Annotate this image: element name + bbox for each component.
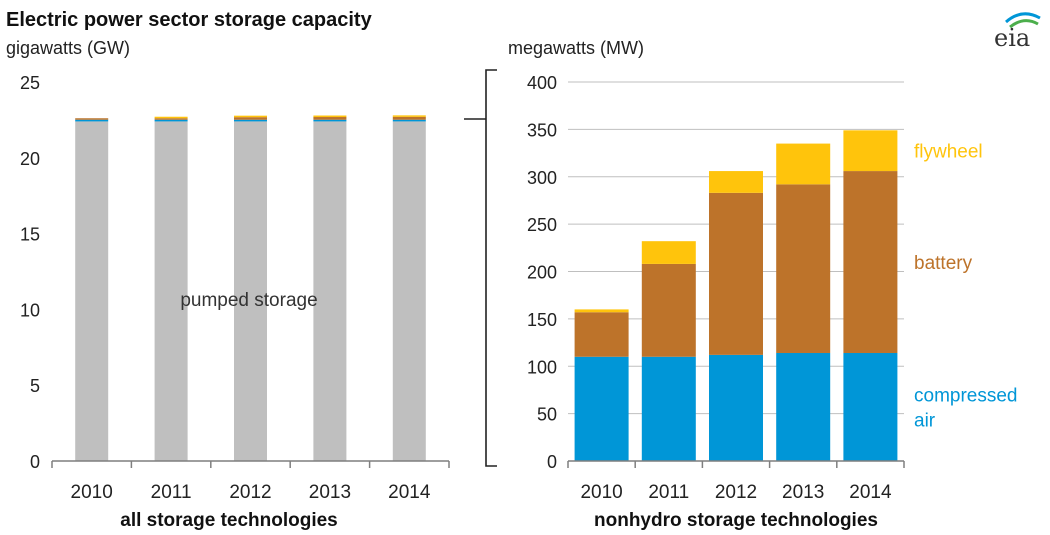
y-tick-label: 25 <box>20 73 40 93</box>
series-label-flywheel: flywheel <box>914 142 983 163</box>
y-tick-label: 300 <box>527 168 557 188</box>
category-label-2014: 2014 <box>849 482 892 503</box>
right-y-unit: megawatts (MW) <box>508 38 644 58</box>
eia-logo-swoosh-green <box>1009 19 1039 29</box>
y-tick-label: 50 <box>537 405 557 425</box>
right-category-labels: 2010 2011 2012 2013 2014 <box>580 482 892 503</box>
pumped-storage-label: pumped storage <box>180 290 317 311</box>
bar-compressed-air-2010 <box>75 119 109 122</box>
bar-battery-2010 <box>574 312 629 357</box>
category-label-2012: 2012 <box>229 482 271 503</box>
bar-compressed-air-2012 <box>234 119 267 122</box>
category-label-2012: 2012 <box>715 482 757 503</box>
left-subtitle: all storage technologies <box>120 510 338 531</box>
right-subtitle: nonhydro storage technologies <box>594 510 878 531</box>
zoom-bracket <box>464 69 497 467</box>
y-tick-label: 0 <box>547 452 557 472</box>
y-tick-label: 0 <box>30 452 40 472</box>
y-tick-label: 15 <box>20 225 40 245</box>
left-bars <box>75 115 426 461</box>
bar-pumped-storage-2010 <box>75 121 109 461</box>
category-label-2010: 2010 <box>580 482 622 503</box>
eia-logo: eia <box>994 12 1041 52</box>
y-tick-label: 5 <box>30 376 40 396</box>
right-bars <box>574 130 898 461</box>
left-x-ticks <box>51 461 450 468</box>
bar-battery-2010 <box>75 118 109 120</box>
bar-pumped-storage-2013 <box>313 121 347 461</box>
right-panel-nonhydro: megawatts (MW) 050100150200250300350400 … <box>508 38 1018 531</box>
bar-battery-2013 <box>776 184 831 353</box>
y-tick-label: 250 <box>527 215 557 235</box>
bar-flywheel-2014 <box>392 115 426 117</box>
eia-logo-swoosh-blue <box>1005 12 1041 24</box>
y-tick-label: 100 <box>527 357 557 377</box>
series-label-compressed-air: air <box>914 410 936 431</box>
left-y-unit: gigawatts (GW) <box>6 38 130 58</box>
series-label-battery: battery <box>914 253 973 274</box>
bar-battery-2011 <box>641 263 696 357</box>
bar-flywheel-2014 <box>843 130 898 172</box>
left-y-ticks: 0 5 10 15 20 25 <box>20 73 40 472</box>
bar-flywheel-2013 <box>776 143 831 185</box>
right-series-labels: compressed air battery flywheel <box>914 142 1018 432</box>
bar-compressed-air-2013 <box>776 352 831 461</box>
bar-compressed-air-2014 <box>843 352 898 461</box>
bar-flywheel-2013 <box>313 115 347 118</box>
bar-pumped-storage-2014 <box>392 121 426 461</box>
bar-battery-2012 <box>234 117 267 120</box>
chart-title: Electric power sector storage capacity <box>6 9 373 31</box>
y-tick-label: 20 <box>20 149 40 169</box>
y-tick-label: 350 <box>527 120 557 140</box>
category-label-2014: 2014 <box>388 482 431 503</box>
bar-compressed-air-2011 <box>154 119 188 122</box>
bar-pumped-storage-2012 <box>234 121 267 461</box>
bar-pumped-storage-2011 <box>154 121 188 461</box>
bar-compressed-air-2012 <box>709 354 763 461</box>
y-tick-label: 10 <box>20 300 40 320</box>
y-tick-label: 150 <box>527 310 557 330</box>
series-label-compressed-air: compressed <box>914 385 1018 406</box>
category-label-2011: 2011 <box>151 482 192 503</box>
bar-compressed-air-2010 <box>574 356 629 461</box>
bar-compressed-air-2011 <box>641 356 696 461</box>
bar-compressed-air-2013 <box>313 119 347 122</box>
bar-battery-2014 <box>843 171 898 353</box>
bar-battery-2014 <box>392 116 426 120</box>
right-y-ticks: 0 50 100 150 200 250 300 350 400 <box>527 73 557 472</box>
y-tick-label: 200 <box>527 263 557 283</box>
right-x-ticks <box>567 461 905 468</box>
bar-battery-2011 <box>154 118 188 120</box>
y-tick-label: 400 <box>527 73 557 93</box>
bar-flywheel-2011 <box>641 241 696 264</box>
eia-logo-text: eia <box>994 24 1030 52</box>
bar-battery-2013 <box>313 117 347 120</box>
bar-flywheel-2012 <box>234 115 267 118</box>
bar-flywheel-2010 <box>574 309 629 313</box>
bar-flywheel-2011 <box>154 116 188 119</box>
left-category-labels: 2010 2011 2012 2013 2014 <box>71 482 431 503</box>
category-label-2013: 2013 <box>309 482 351 503</box>
category-label-2013: 2013 <box>782 482 824 503</box>
bar-flywheel-2012 <box>709 171 763 193</box>
bar-compressed-air-2014 <box>392 119 426 122</box>
bar-battery-2012 <box>709 192 763 355</box>
category-label-2010: 2010 <box>71 482 113 503</box>
category-label-2011: 2011 <box>648 482 689 503</box>
